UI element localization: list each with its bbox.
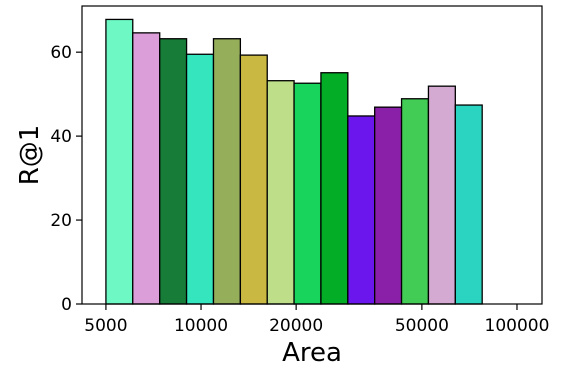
histogram-bar-5 bbox=[212, 38, 242, 305]
y-axis-label: R@1 bbox=[15, 125, 45, 186]
x-axis-label: Area bbox=[282, 338, 342, 366]
histogram-bar-10 bbox=[347, 115, 376, 305]
histogram-bar-4 bbox=[185, 53, 215, 305]
histogram-bar-9 bbox=[320, 72, 349, 305]
histogram-bar-13 bbox=[427, 85, 456, 305]
y-axis-ticks: 0 20 40 60 bbox=[50, 43, 82, 315]
y-tick-label: 20 bbox=[50, 211, 72, 231]
histogram-bar-7 bbox=[266, 80, 295, 305]
bars-group bbox=[105, 18, 483, 305]
x-tick-label: 20000 bbox=[269, 316, 323, 336]
x-tick-label: 5000 bbox=[84, 316, 127, 336]
y-tick-label: 60 bbox=[50, 43, 72, 63]
histogram-bar-1 bbox=[105, 18, 134, 305]
histogram-bar-6 bbox=[239, 54, 268, 305]
histogram-bar-8 bbox=[293, 82, 322, 305]
x-tick-label: 100000 bbox=[485, 316, 550, 336]
y-tick-label: 0 bbox=[61, 295, 72, 315]
histogram-bar-3 bbox=[159, 38, 188, 305]
histogram-bar-14 bbox=[454, 104, 483, 305]
histogram-bar-12 bbox=[400, 98, 430, 305]
histogram-bar-2 bbox=[132, 32, 161, 305]
x-tick-label: 50000 bbox=[395, 316, 449, 336]
histogram-bar-11 bbox=[374, 106, 403, 305]
y-tick-label: 40 bbox=[50, 127, 72, 147]
x-axis-ticks: 5000 10000 20000 50000 100000 bbox=[84, 304, 549, 336]
plot-frame bbox=[81, 5, 543, 305]
x-tick-label: 10000 bbox=[174, 316, 228, 336]
